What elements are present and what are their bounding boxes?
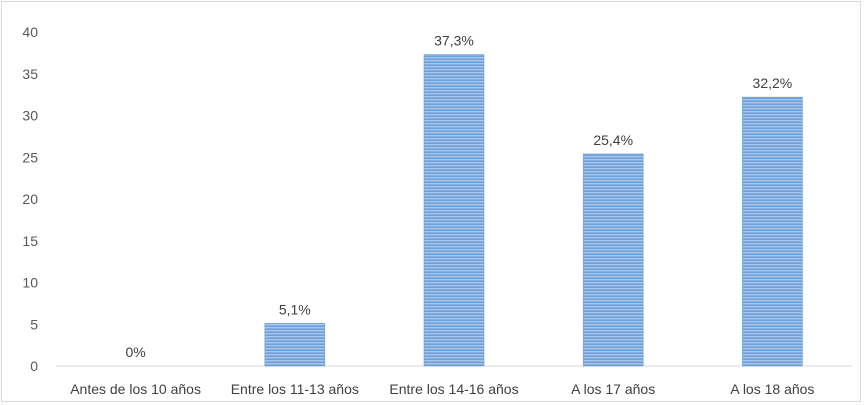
y-tick-label: 15 bbox=[22, 233, 38, 249]
x-tick-label: A los 17 años bbox=[571, 381, 655, 397]
x-tick-label: Entre los 11-13 años bbox=[231, 381, 359, 397]
data-label: 0% bbox=[125, 344, 145, 360]
data-label: 37,3% bbox=[434, 33, 474, 49]
y-tick-label: 35 bbox=[22, 66, 38, 82]
bar bbox=[742, 96, 803, 367]
y-axis: 0 5 10 15 20 25 30 35 40 bbox=[22, 24, 38, 374]
y-tick-label: 10 bbox=[22, 275, 38, 291]
data-label: 32,2% bbox=[753, 75, 793, 91]
y-tick-label: 30 bbox=[22, 108, 38, 124]
x-axis: Antes de los 10 años Entre los 11-13 años… bbox=[56, 365, 852, 397]
bar bbox=[582, 153, 644, 367]
y-tick-label: 20 bbox=[22, 191, 38, 207]
x-tick-label: A los 18 años bbox=[730, 381, 814, 397]
bar bbox=[264, 323, 326, 367]
data-label: 25,4% bbox=[593, 132, 633, 148]
bar bbox=[423, 54, 485, 367]
y-tick-label: 0 bbox=[30, 358, 38, 374]
x-tick-label: Antes de los 10 años bbox=[70, 381, 201, 397]
x-tick-label: Entre los 14-16 años bbox=[389, 381, 518, 397]
y-tick-label: 40 bbox=[22, 24, 38, 40]
y-tick-label: 5 bbox=[30, 316, 38, 332]
bars bbox=[264, 54, 803, 367]
data-label: 5,1% bbox=[279, 301, 311, 317]
data-labels: 0% 5,1% 37,3% 25,4% 32,2% bbox=[125, 33, 792, 360]
y-tick-label: 25 bbox=[22, 149, 38, 165]
